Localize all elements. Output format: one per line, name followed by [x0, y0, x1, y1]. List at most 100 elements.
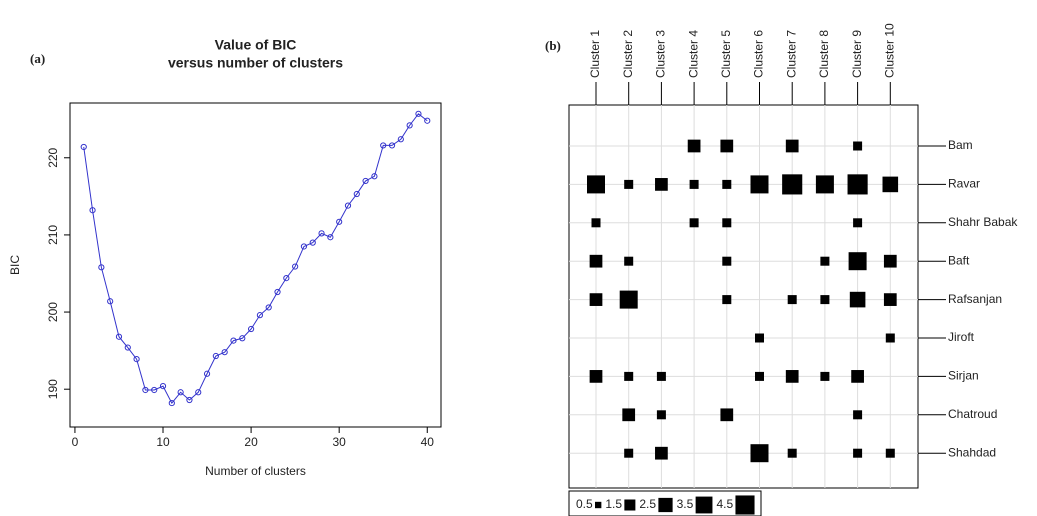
row-label: Shahdad — [948, 445, 996, 459]
balloon — [591, 218, 601, 228]
column-label: Cluster 9 — [850, 30, 864, 78]
column-label: Cluster 4 — [686, 30, 700, 78]
data-point — [177, 389, 184, 396]
data-point — [230, 337, 237, 344]
balloon — [619, 290, 638, 309]
legend-swatch — [695, 496, 713, 514]
balloon — [755, 371, 764, 381]
chart-title: Value of BIC — [215, 37, 297, 53]
column-label: Cluster 5 — [719, 30, 733, 78]
balloon — [820, 371, 830, 381]
data-point — [353, 190, 360, 198]
balloon — [883, 254, 897, 268]
balloon — [589, 293, 603, 306]
x-tick-label: 10 — [156, 435, 170, 449]
balloon — [785, 139, 799, 153]
data-point — [186, 396, 193, 404]
data-point — [115, 333, 123, 340]
row-label: Shahr Babak — [948, 215, 1018, 229]
data-point — [274, 288, 281, 296]
data-point — [415, 110, 422, 117]
balloon — [820, 256, 830, 266]
row-label: Sirjan — [948, 369, 979, 383]
balloon — [883, 293, 897, 306]
balloon — [587, 175, 605, 194]
data-point — [221, 349, 228, 356]
balloon — [882, 176, 899, 193]
y-tick-label: 210 — [46, 225, 60, 245]
y-tick-label: 190 — [46, 379, 60, 399]
balloon — [885, 448, 895, 458]
y-tick-label: 220 — [46, 147, 60, 167]
data-point — [80, 143, 87, 151]
data-point — [247, 325, 255, 333]
data-point — [336, 218, 343, 225]
legend-swatch — [658, 497, 673, 513]
balloon — [722, 179, 732, 189]
balloon — [785, 370, 799, 383]
data-point — [388, 142, 396, 149]
data-point — [195, 389, 202, 396]
column-label: Cluster 8 — [817, 30, 831, 78]
data-point — [397, 136, 404, 143]
balloon — [624, 448, 634, 458]
balloon — [655, 446, 668, 460]
balloon — [847, 174, 868, 195]
row-label: Baft — [948, 253, 970, 267]
row-label: Ravar — [948, 177, 980, 191]
balloon — [853, 141, 863, 151]
data-point — [318, 230, 325, 237]
x-tick-label: 40 — [421, 435, 435, 449]
data-point — [203, 370, 211, 377]
balloon — [851, 370, 864, 383]
balloon — [687, 139, 701, 153]
plot-frame — [568, 104, 919, 489]
balloon — [720, 408, 734, 422]
balloon — [589, 370, 603, 383]
data-point — [283, 275, 290, 282]
row-label: Chatroud — [948, 407, 997, 421]
balloon — [655, 178, 668, 191]
row-label: Rafsanjan — [948, 292, 1002, 306]
panel-label: (b) — [545, 38, 561, 53]
data-point — [124, 344, 131, 351]
balloon — [885, 333, 895, 343]
data-point — [239, 335, 246, 342]
chart-title: versus number of clusters — [168, 55, 343, 71]
data-point — [327, 234, 334, 241]
legend-label: 4.5 — [716, 497, 733, 511]
y-tick-label: 200 — [46, 302, 60, 322]
balloon — [689, 218, 699, 228]
x-tick-label: 0 — [72, 435, 79, 449]
data-point — [300, 243, 308, 250]
balloon — [815, 175, 834, 194]
legend-label: 2.5 — [639, 497, 656, 511]
data-point — [107, 298, 114, 305]
balloon — [853, 218, 863, 228]
data-point — [380, 142, 387, 149]
balloon — [849, 291, 866, 308]
balloon — [787, 448, 797, 458]
balloon — [853, 448, 863, 458]
data-point — [344, 202, 352, 209]
balloon — [624, 179, 634, 189]
row-label: Bam — [948, 138, 973, 152]
balloon — [722, 256, 732, 266]
data-point — [151, 386, 158, 394]
data-point — [89, 207, 96, 214]
column-label: Cluster 3 — [654, 30, 668, 78]
data-point — [168, 399, 175, 407]
balloon — [750, 444, 769, 463]
column-label: Cluster 10 — [882, 23, 896, 78]
balloon — [722, 218, 732, 228]
legend-swatch — [735, 495, 755, 515]
data-point — [309, 239, 316, 246]
data-line — [83, 113, 428, 404]
column-label: Cluster 7 — [784, 30, 798, 78]
balloon — [624, 371, 634, 381]
balloon — [755, 333, 764, 343]
balloon — [589, 254, 603, 268]
balloon — [782, 174, 803, 195]
balloon — [689, 179, 699, 189]
x-axis-label: Number of clusters — [205, 464, 306, 478]
